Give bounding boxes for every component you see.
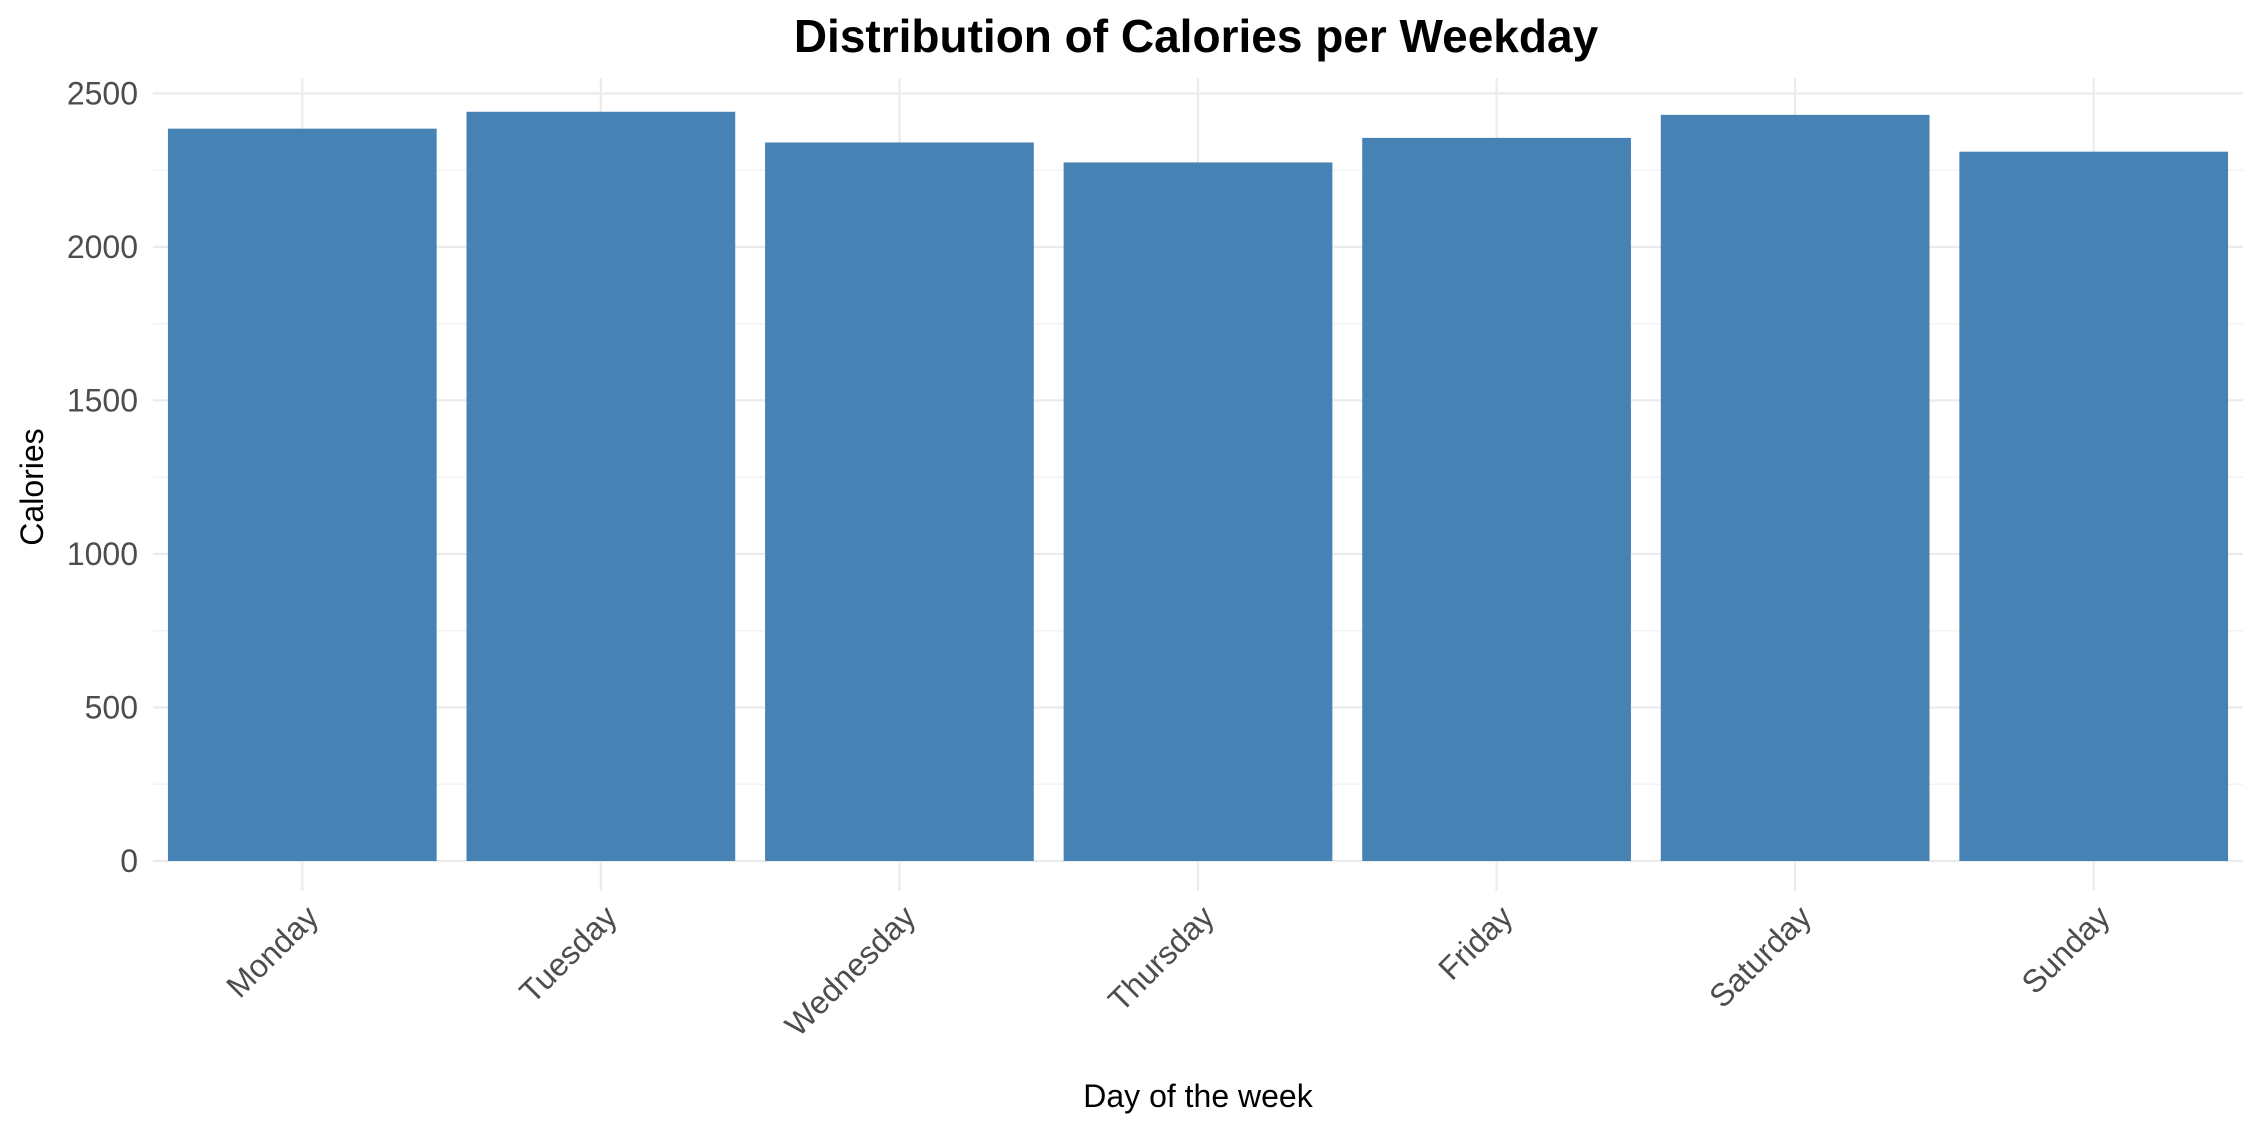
bar-monday: [167, 128, 437, 862]
y-tick-label: 0: [120, 843, 138, 879]
y-tick-labels: 0 500 1000 1500 2000 2500: [67, 75, 138, 879]
y-tick-label: 500: [85, 689, 138, 725]
y-axis-title: Calories: [14, 428, 50, 545]
bar-thursday: [1063, 162, 1333, 862]
y-tick-label: 2000: [67, 229, 138, 265]
bar-tuesday: [466, 111, 736, 861]
y-tick-label: 1000: [67, 536, 138, 572]
y-tick-label: 2500: [67, 75, 138, 111]
bars: [167, 111, 2229, 862]
bar-wednesday: [765, 142, 1034, 861]
chart-title: Distribution of Calories per Weekday: [794, 10, 1599, 62]
y-tick-label: 1500: [67, 382, 138, 418]
x-axis-title: Day of the week: [1083, 1078, 1313, 1114]
bar-sunday: [1959, 151, 2229, 862]
bar-friday: [1362, 137, 1631, 861]
bar-saturday: [1660, 114, 1930, 862]
